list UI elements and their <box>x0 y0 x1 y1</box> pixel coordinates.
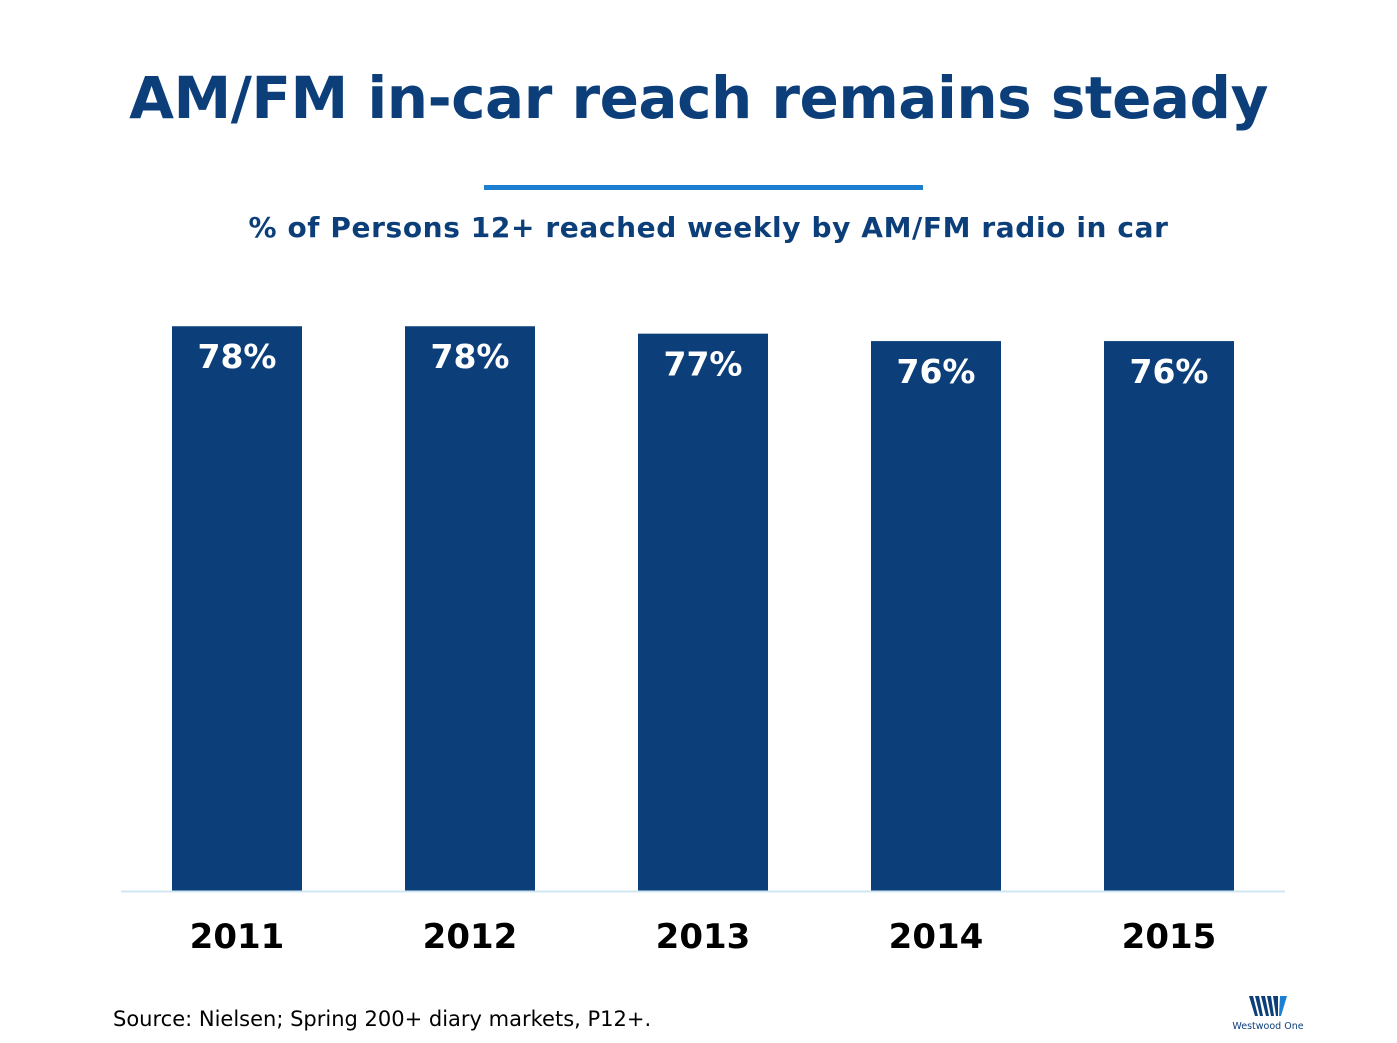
westwood-one-logo: Westwood One <box>1228 994 1308 1034</box>
x-tick-label-2013: 2013 <box>656 917 751 957</box>
bar-2015 <box>1104 341 1234 892</box>
data-label-2014: 76% <box>897 352 976 391</box>
bar-2011 <box>172 326 302 891</box>
labels-group: 78% 2011 78% 2012 77% 2013 76% 2014 76% 2015 <box>190 337 1217 957</box>
x-tick-label-2011: 2011 <box>190 917 285 957</box>
bar-2013 <box>638 333 768 891</box>
page-title: AM/FM in-car reach remains steady <box>129 64 1268 132</box>
data-label-2012: 78% <box>431 337 510 376</box>
data-label-2011: 78% <box>198 337 277 376</box>
data-label-2013: 77% <box>664 345 743 384</box>
bar-2014 <box>871 341 1001 892</box>
source-note: Source: Nielsen; Spring 200+ diary marke… <box>113 1007 652 1031</box>
x-tick-label-2015: 2015 <box>1122 917 1217 957</box>
x-tick-label-2014: 2014 <box>889 917 984 957</box>
x-tick-label-2012: 2012 <box>423 917 518 957</box>
bar-2012 <box>405 326 535 891</box>
title-underline <box>484 185 923 190</box>
westwood-one-logo-icon <box>1249 996 1287 1016</box>
data-label-2015: 76% <box>1130 352 1209 391</box>
chart-subtitle: % of Persons 12+ reached weekly by AM/FM… <box>248 211 1169 244</box>
bars-group <box>172 326 1234 892</box>
logo-text: Westwood One <box>1232 1021 1304 1032</box>
